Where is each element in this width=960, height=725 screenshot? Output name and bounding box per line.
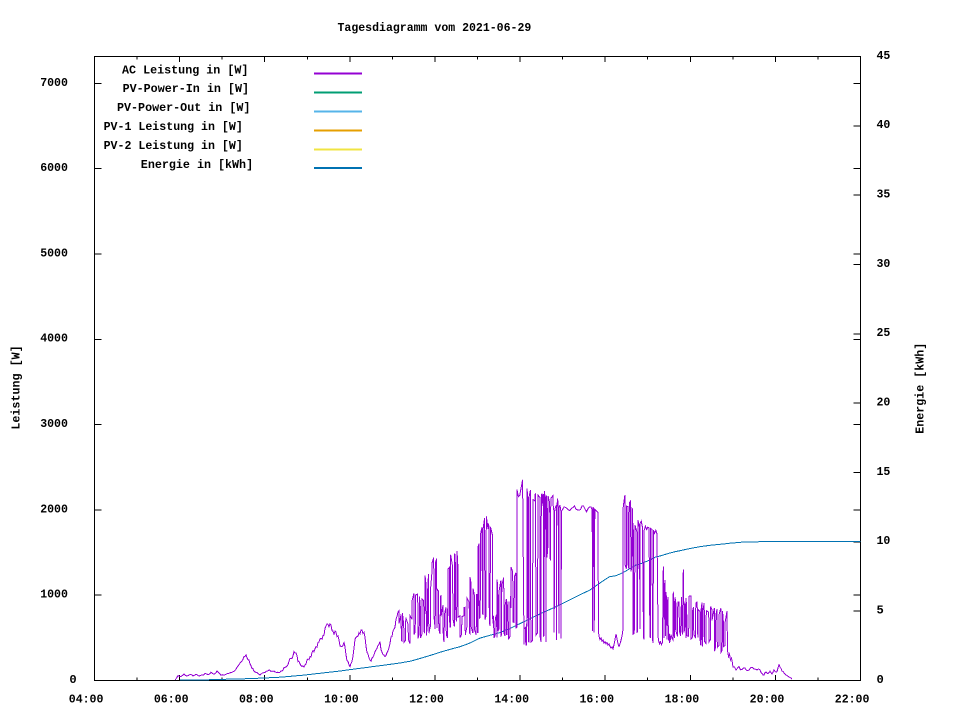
svg-text:PV-2 Leistung in [W]: PV-2 Leistung in [W] <box>104 139 243 153</box>
svg-text:0: 0 <box>877 673 884 687</box>
svg-text:12:00: 12:00 <box>409 693 444 707</box>
svg-text:AC Leistung in [W]: AC Leistung in [W] <box>122 63 248 77</box>
svg-text:10: 10 <box>877 534 891 548</box>
svg-text:PV-Power-Out in [W]: PV-Power-Out in [W] <box>117 101 250 115</box>
svg-text:Energie in [kWh]: Energie in [kWh] <box>141 158 253 172</box>
svg-text:2000: 2000 <box>40 502 68 516</box>
svg-text:16:00: 16:00 <box>579 693 614 707</box>
svg-text:22:00: 22:00 <box>835 693 870 707</box>
svg-text:7000: 7000 <box>40 76 68 90</box>
svg-text:35: 35 <box>877 188 891 202</box>
svg-text:14:00: 14:00 <box>494 693 529 707</box>
svg-text:10:00: 10:00 <box>324 693 359 707</box>
svg-text:5000: 5000 <box>40 246 68 260</box>
svg-text:20: 20 <box>877 396 891 410</box>
svg-text:PV-1 Leistung in [W]: PV-1 Leistung in [W] <box>104 120 243 134</box>
svg-text:Leistung [W]: Leistung [W] <box>9 345 23 429</box>
svg-text:15: 15 <box>877 465 891 479</box>
svg-text:Tagesdiagramm vom 2021-06-29: Tagesdiagramm vom 2021-06-29 <box>338 21 532 35</box>
svg-text:Energie [kWh]: Energie [kWh] <box>913 343 927 434</box>
svg-text:3000: 3000 <box>40 417 68 431</box>
svg-text:08:00: 08:00 <box>239 693 274 707</box>
svg-text:40: 40 <box>877 118 891 132</box>
svg-text:45: 45 <box>877 49 891 63</box>
svg-text:20:00: 20:00 <box>750 693 785 707</box>
svg-text:30: 30 <box>877 257 891 271</box>
svg-text:4000: 4000 <box>40 332 68 346</box>
svg-text:06:00: 06:00 <box>154 693 189 707</box>
svg-text:5: 5 <box>877 604 884 618</box>
svg-text:18:00: 18:00 <box>665 693 700 707</box>
svg-text:1000: 1000 <box>40 588 68 602</box>
svg-text:0: 0 <box>69 673 76 687</box>
svg-text:25: 25 <box>877 326 891 340</box>
svg-text:6000: 6000 <box>40 161 68 175</box>
svg-text:04:00: 04:00 <box>69 693 104 707</box>
svg-text:PV-Power-In in [W]: PV-Power-In in [W] <box>123 82 249 96</box>
